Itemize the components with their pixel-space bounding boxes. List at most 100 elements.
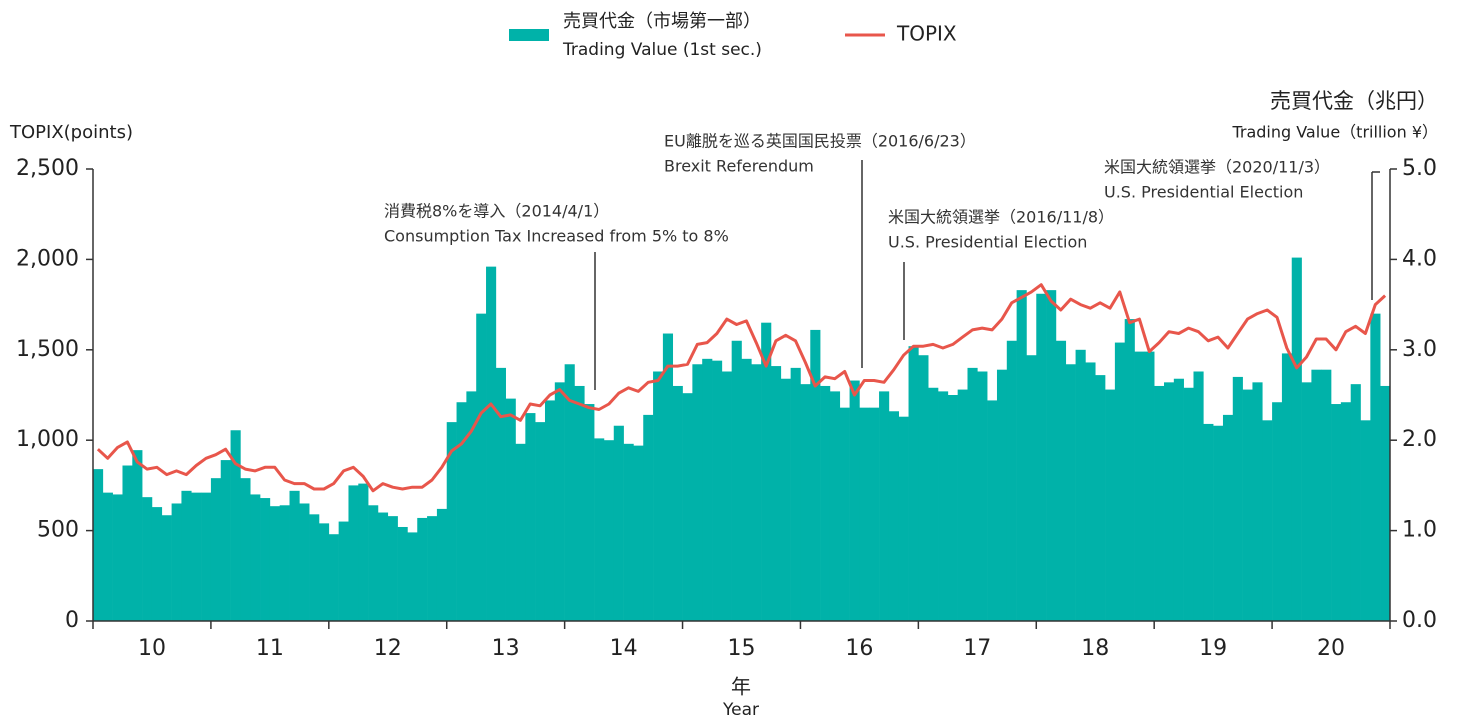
bar: [250, 494, 261, 621]
plot-area: [93, 257, 1391, 621]
bar: [486, 266, 497, 621]
bar: [1281, 353, 1293, 621]
annotation: 米国大統領選挙（2020/11/3）: [1104, 158, 1330, 177]
bar: [368, 505, 379, 621]
x-tick-label: 15: [728, 636, 756, 661]
annotation: EU離脱を巡る英国国民投票（2016/6/23）: [664, 132, 976, 151]
bar: [613, 425, 624, 621]
x-tick-label: 16: [845, 636, 873, 661]
topix-line: [96, 283, 1387, 493]
bar: [712, 360, 723, 621]
bar: [682, 393, 693, 621]
x-axis-title-en: Year: [722, 700, 759, 720]
bar: [397, 526, 408, 621]
x-tick-label: 11: [256, 636, 284, 661]
legend-label-en: Trading Value (1st sec.): [562, 40, 762, 60]
bar: [1075, 349, 1086, 621]
bar: [1036, 293, 1047, 621]
bar: [417, 517, 428, 621]
bar: [1321, 369, 1332, 621]
bar: [505, 398, 516, 621]
bar: [436, 508, 448, 621]
x-tick-label: 19: [1199, 636, 1227, 661]
annotation: 米国大統領選挙（2016/11/8）: [888, 208, 1114, 227]
bar: [633, 445, 644, 621]
bar: [1055, 340, 1067, 621]
bar: [623, 443, 634, 621]
annotation-en: Brexit Referendum: [664, 157, 814, 176]
bar: [692, 364, 703, 621]
bar: [132, 450, 143, 621]
bar: [1370, 313, 1381, 621]
x-axis-title: 年: [731, 675, 751, 699]
bar: [260, 498, 271, 621]
bar: [1085, 362, 1096, 621]
bar: [387, 516, 398, 621]
bar: [318, 523, 330, 621]
x-tick-label: 13: [492, 636, 520, 661]
y2-tick-label: 3.0: [1402, 337, 1437, 362]
x-tick-label: 17: [963, 636, 991, 661]
bar: [466, 391, 477, 621]
bar: [810, 329, 821, 621]
y-tick-label: 1,500: [16, 337, 79, 362]
bar: [977, 371, 988, 621]
bar: [800, 384, 811, 621]
bar: [1026, 355, 1037, 621]
bar: [446, 422, 457, 621]
x-tick-label: 12: [374, 636, 402, 661]
bar: [1242, 389, 1253, 621]
bar: [888, 411, 900, 621]
bar: [1114, 342, 1126, 621]
bar: [161, 515, 172, 621]
y2-axis-title-en: Trading Value（trillion ¥）: [1231, 123, 1438, 142]
bar: [407, 532, 418, 621]
bar: [996, 369, 1008, 621]
bar: [338, 521, 349, 621]
bar: [662, 333, 674, 621]
annotation-en: U.S. Presidential Election: [888, 233, 1087, 252]
bar: [770, 366, 782, 621]
bar: [1222, 414, 1234, 621]
bar: [1272, 402, 1283, 621]
bar: [1173, 378, 1184, 621]
bar: [93, 469, 104, 621]
bar: [358, 483, 369, 621]
bar: [898, 416, 909, 621]
y2-tick-label: 4.0: [1402, 246, 1437, 271]
bar: [427, 516, 438, 621]
bar: [1350, 384, 1361, 621]
bar: [653, 371, 664, 621]
bar: [1232, 376, 1243, 621]
bar: [790, 367, 801, 621]
bar: [1262, 420, 1273, 621]
bar: [1095, 375, 1106, 621]
bar: [377, 512, 389, 621]
bar: [230, 430, 241, 621]
bar: [220, 460, 231, 621]
bar: [1301, 382, 1312, 621]
y2-tick-label: 5.0: [1402, 156, 1437, 181]
bar: [240, 478, 251, 621]
bar: [594, 438, 605, 621]
bar: [928, 387, 939, 621]
bar: [201, 492, 212, 621]
bar: [839, 407, 850, 621]
bar: [210, 478, 222, 621]
bar: [1144, 351, 1155, 621]
bar: [751, 364, 762, 621]
bar: [1183, 387, 1194, 621]
bar: [1311, 369, 1322, 621]
y2-tick-label: 0.0: [1402, 608, 1437, 633]
bar: [1360, 420, 1371, 621]
bar: [672, 385, 683, 621]
bar: [908, 346, 919, 621]
y-tick-label: 2,000: [16, 246, 79, 271]
bar: [554, 382, 565, 621]
bar: [603, 440, 615, 621]
bar: [761, 322, 772, 621]
bar: [279, 505, 290, 621]
y2-axis-title: 売買代金（兆円）: [1270, 89, 1438, 113]
bar: [112, 494, 123, 621]
